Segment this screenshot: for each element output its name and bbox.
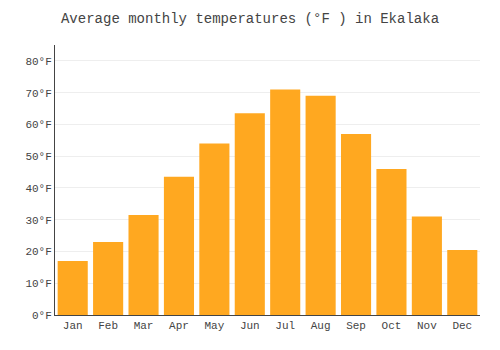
svg-text:50°F: 50°F xyxy=(25,151,51,163)
svg-text:Average monthly temperatures (: Average monthly temperatures (°F ) in Ek… xyxy=(61,11,439,27)
svg-text:Oct: Oct xyxy=(382,320,402,332)
svg-text:Jan: Jan xyxy=(63,320,83,332)
svg-text:Aug: Aug xyxy=(311,320,331,332)
svg-text:60°F: 60°F xyxy=(25,119,51,131)
svg-text:Apr: Apr xyxy=(169,320,189,332)
svg-text:Mar: Mar xyxy=(134,320,154,332)
svg-text:70°F: 70°F xyxy=(25,88,51,100)
svg-text:Sep: Sep xyxy=(346,320,366,332)
svg-text:80°F: 80°F xyxy=(25,56,51,68)
svg-text:30°F: 30°F xyxy=(25,215,51,227)
svg-text:0°F: 0°F xyxy=(32,310,52,322)
svg-text:May: May xyxy=(204,320,224,332)
svg-text:20°F: 20°F xyxy=(25,246,51,258)
svg-text:10°F: 10°F xyxy=(25,278,51,290)
svg-text:Jul: Jul xyxy=(275,320,295,332)
svg-text:Nov: Nov xyxy=(417,320,437,332)
svg-text:40°F: 40°F xyxy=(25,183,51,195)
svg-text:Jun: Jun xyxy=(240,320,260,332)
svg-text:Feb: Feb xyxy=(98,320,118,332)
svg-text:Dec: Dec xyxy=(452,320,472,332)
